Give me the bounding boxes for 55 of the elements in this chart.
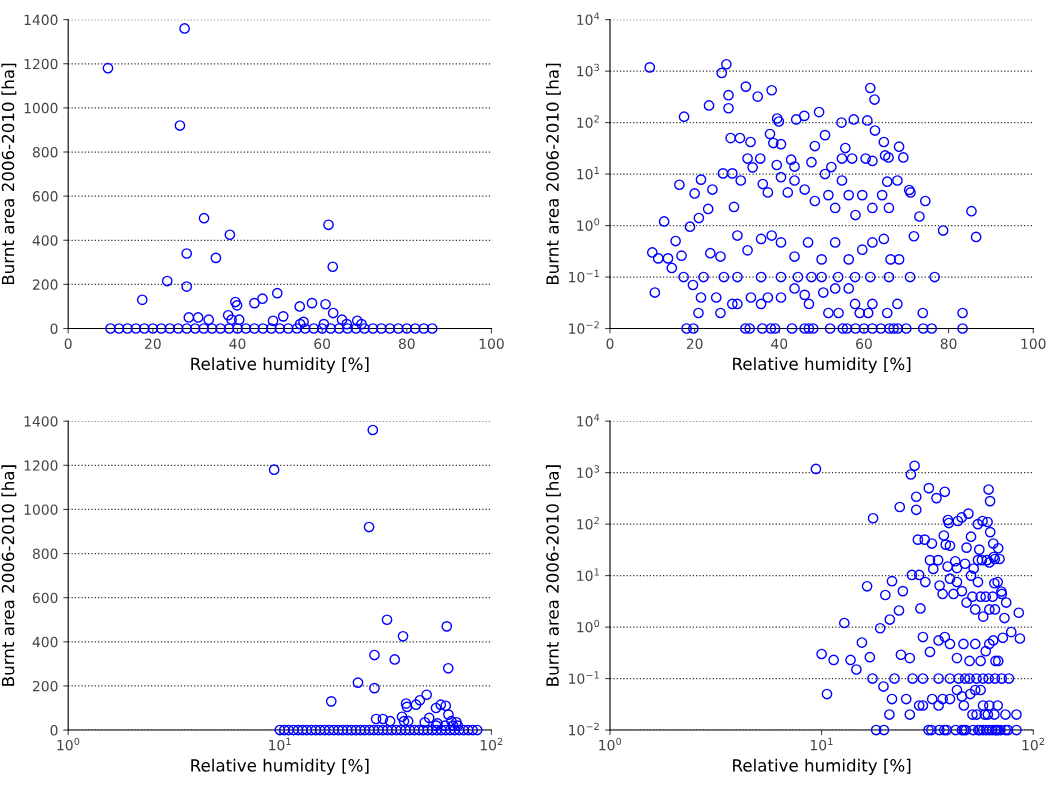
x-tick-label: 10$^{2}$ (480, 737, 503, 751)
y-axis-title: Burnt area 2006-2010 [ha] (1, 63, 17, 285)
y-tick-label: 10$^{2}$ (577, 115, 599, 128)
x-tick-label: 60 (856, 338, 872, 349)
y-tick-label: 200 (32, 680, 58, 692)
y-tick-label: 10$^{4}$ (577, 12, 600, 25)
y-tick-label: 10$^{3}$ (577, 465, 600, 479)
x-tick-label: 40 (229, 338, 246, 349)
x-tick-label: 80 (398, 338, 415, 349)
y-tick-label: 10$^{1}$ (577, 166, 599, 180)
y-tick-label: 600 (32, 592, 58, 604)
x-tick-label: 0 (606, 338, 614, 349)
x-axis-title: Relative humidity [%] (191, 357, 369, 374)
x-axis-title: Relative humidity [%] (733, 758, 911, 775)
x-tick-label: 10$^{0}$ (599, 737, 622, 751)
y-axis-title: Burnt area 2006-2010 [ha] (1, 465, 17, 686)
x-axis-title: Relative humidity [%] (191, 758, 369, 775)
x-tick-label: 20 (686, 338, 703, 349)
x-tick-label: 100 (1021, 338, 1046, 349)
y-tick-label: 10$^{−1}$ (569, 269, 599, 283)
x-tick-label: 10$^{2}$ (1022, 737, 1045, 751)
y-tick-label: 10$^{1}$ (577, 568, 599, 581)
y-tick-label: 10$^{0}$ (577, 619, 600, 633)
x-tick-label: 60 (314, 338, 331, 349)
y-axis-title: Burnt area 2006-2010 [ha] (545, 465, 561, 686)
y-tick-label: 1000 (24, 504, 58, 515)
x-tick-label: 20 (145, 338, 161, 349)
y-tick-label: 800 (32, 146, 58, 158)
y-tick-label: 400 (32, 636, 58, 648)
y-tick-label: 10$^{−2}$ (569, 722, 599, 736)
y-tick-label: 600 (32, 191, 58, 202)
y-tick-label: 0 (50, 323, 58, 334)
x-tick-label: 80 (940, 338, 957, 349)
y-tick-label: 1200 (24, 460, 58, 471)
y-tick-label: 400 (32, 235, 58, 246)
y-tick-label: 10$^{4}$ (577, 413, 600, 427)
x-tick-label: 40 (771, 338, 788, 349)
y-tick-label: 10$^{3}$ (577, 63, 600, 77)
y-tick-label: 0 (50, 725, 58, 736)
y-tick-label: 10$^{−2}$ (569, 321, 599, 334)
x-tick-label: 0 (64, 338, 72, 349)
y-tick-label: 10$^{0}$ (577, 218, 600, 231)
y-tick-label: 1400 (24, 416, 58, 427)
x-tick-label: 10$^{1}$ (269, 737, 291, 751)
y-axis-title: Burnt area 2006-2010 [ha] (545, 63, 561, 285)
y-tick-label: 1000 (24, 102, 58, 114)
y-tick-label: 800 (32, 548, 58, 560)
x-tick-label: 100 (479, 338, 504, 349)
y-tick-label: 10$^{−1}$ (569, 671, 599, 684)
y-tick-label: 1200 (24, 58, 58, 70)
x-axis-title: Relative humidity [%] (733, 357, 911, 374)
y-tick-label: 1400 (24, 14, 58, 26)
y-tick-label: 200 (32, 279, 58, 290)
y-tick-label: 10$^{2}$ (577, 516, 599, 530)
x-tick-label: 10$^{1}$ (810, 737, 833, 751)
